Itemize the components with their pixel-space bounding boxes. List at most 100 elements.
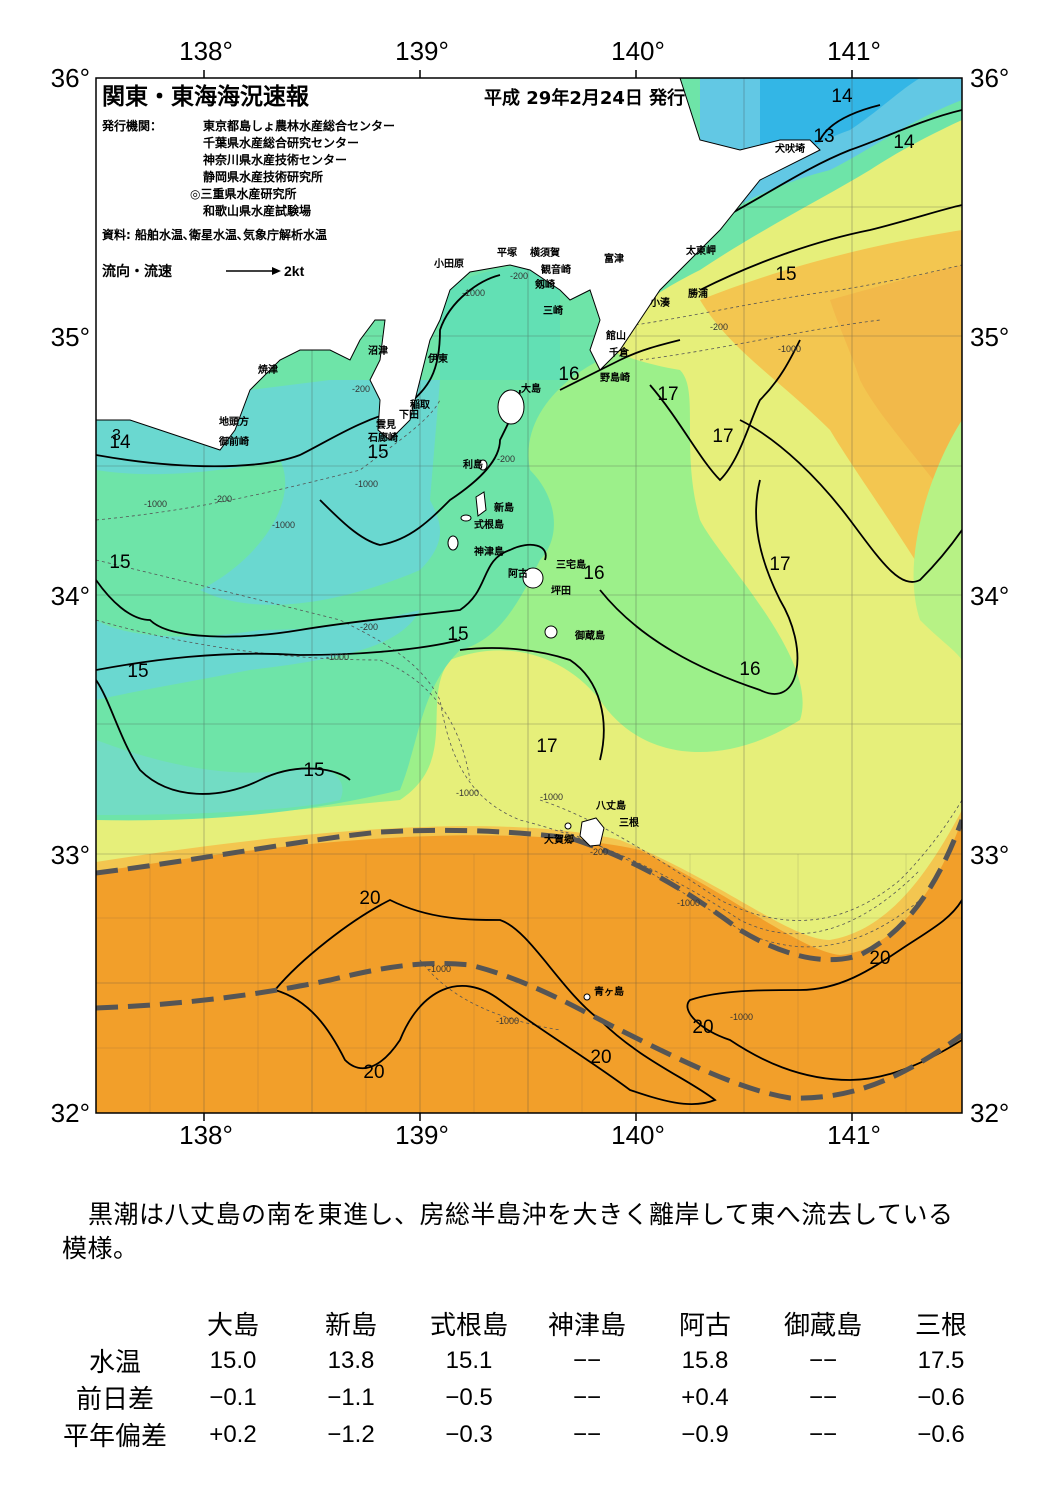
longitude-labels-top: 138° 139° 140° 141° — [179, 36, 881, 66]
isotherm-label: 17 — [536, 736, 557, 757]
summary-line-1: 黒潮は八丈島の南を東進し、房総半島沖を大きく離岸して東へ流去している — [88, 1200, 954, 1229]
lat-label: 35° — [970, 322, 1009, 352]
issuer-item: 静岡県水産技術研究所 — [203, 169, 323, 184]
place-name: 千倉 — [609, 346, 630, 359]
station-header: 神津島 — [547, 1311, 626, 1341]
row-label: 平年偏差 — [62, 1422, 167, 1452]
station-header: 御蔵島 — [783, 1311, 862, 1341]
table-row: 平年偏差 +0.2 −1.2 −0.3 −− −0.9 −− −0.6 — [56, 1416, 1000, 1453]
issuer-item: ◎三重県水産研究所 — [190, 186, 296, 201]
table-cell: 15.0 — [209, 1346, 257, 1374]
lat-label: 34° — [970, 581, 1009, 611]
depth-label: -200 — [510, 271, 528, 281]
place-name: 石廊崎 — [367, 431, 398, 444]
place-name: 三崎 — [543, 304, 563, 317]
place-name: 太東岬 — [685, 244, 716, 257]
depth-label: -200 — [214, 494, 232, 504]
depth-label: -200 — [710, 322, 728, 332]
isotherm-label: 15 — [109, 552, 130, 573]
flow-legend-label: 流向・流速 — [102, 263, 172, 280]
table-corner — [56, 1305, 174, 1342]
depth-label: -200 — [590, 847, 608, 857]
isotherm-label: 14 — [893, 132, 915, 153]
depth-label: -1000 — [428, 964, 451, 974]
row-label: 前日差 — [75, 1385, 154, 1415]
place-name: 大島 — [521, 382, 541, 395]
place-name: 横須賀 — [530, 246, 560, 259]
isotherm-label: 17 — [769, 554, 790, 575]
depth-label: -1000 — [540, 792, 563, 802]
issuer-item: 千葉県水産総合研究センター — [203, 135, 359, 150]
depth-label: -1000 — [144, 499, 167, 509]
table-cell: −0.6 — [917, 1383, 965, 1411]
summary-line-2: 模様。 — [62, 1234, 139, 1263]
place-name: 地頭方 — [219, 415, 249, 428]
table-cell: −0.1 — [209, 1383, 257, 1411]
table-cell: −0.5 — [445, 1383, 493, 1411]
kuroshio-axis — [96, 819, 962, 1101]
depth-label: -1000 — [496, 1016, 519, 1026]
isotherm-label: 20 — [869, 948, 890, 969]
table-cell: −− — [808, 1383, 838, 1411]
row-label: 水温 — [88, 1348, 141, 1378]
isotherm-label: 16 — [558, 364, 579, 385]
isotherm-label: 16 — [739, 659, 760, 680]
station-header: 新島 — [324, 1311, 377, 1341]
isotherm-label: 17 — [657, 384, 678, 405]
lon-label: 140° — [611, 36, 665, 66]
place-name: 雲見 — [376, 419, 396, 431]
table-cell: 15.1 — [445, 1346, 493, 1374]
lon-label: 141° — [827, 1120, 881, 1150]
place-name: 平塚 — [497, 246, 517, 259]
place-name: 式根島 — [474, 518, 504, 531]
isotherm-label: 20 — [692, 1017, 713, 1038]
isotherm-label: 20 — [590, 1047, 611, 1068]
place-name: 阿古 — [508, 567, 528, 580]
depth-label: -1000 — [272, 520, 295, 530]
lat-label: 32° — [970, 1098, 1009, 1128]
map-frame — [95, 77, 963, 1114]
isotherm-label: 15 — [367, 442, 388, 463]
place-name: 焼津 — [258, 363, 278, 376]
lon-label: 140° — [611, 1120, 665, 1150]
table-cell: +0.4 — [681, 1383, 729, 1411]
depth-label: -1000 — [730, 1012, 753, 1022]
latitude-labels-left: 36° 35° 34° 33° 32° — [51, 63, 90, 1128]
condition-summary: 黒潮は八丈島の南を東進し、房総半島沖を大きく離岸して東へ流去している 模様。 — [62, 1198, 1012, 1266]
place-name: 下田 — [399, 409, 419, 421]
lat-label: 34° — [51, 581, 90, 611]
table-cell: −0.6 — [917, 1420, 965, 1448]
table-cell: 13.8 — [327, 1346, 375, 1374]
depth-label: -1000 — [355, 479, 378, 489]
table-cell: −0.3 — [445, 1420, 493, 1448]
lon-label: 139° — [395, 1120, 449, 1150]
isotherm-label: 20 — [363, 1062, 384, 1083]
lat-label: 35° — [51, 322, 90, 352]
place-name: 小湊 — [649, 296, 671, 309]
lat-label: 36° — [51, 63, 90, 93]
isotherm-label-partial: 3 — [112, 427, 121, 444]
lat-label: 33° — [51, 840, 90, 870]
depth-label: -1000 — [677, 898, 700, 908]
isotherm-label: 14 — [831, 86, 853, 107]
data-sources: 資料: 船舶水温､衛星水温､気象庁解析水温 — [102, 227, 327, 242]
place-name: 青ヶ島 — [594, 985, 624, 998]
station-header: 三根 — [914, 1311, 967, 1341]
place-name: 勝浦 — [688, 287, 708, 300]
place-name: 犬吠埼 — [775, 142, 805, 155]
isotherm-label: 15 — [127, 661, 148, 682]
place-name: 館山 — [605, 329, 626, 342]
table-cell: −− — [808, 1420, 838, 1448]
latitude-labels-right: 36° 35° 34° 33° 32° — [970, 63, 1009, 1128]
depth-label: -1000 — [456, 788, 479, 798]
table-cell: −1.1 — [327, 1383, 375, 1411]
place-name: 沼津 — [368, 344, 388, 357]
isotherm-label: 15 — [775, 264, 796, 285]
depth-label: -200 — [352, 384, 370, 394]
land-masses — [96, 78, 821, 1001]
place-name: 神津島 — [474, 545, 504, 558]
place-names: 犬吠埼 太東岬 勝浦 小湊 富津 館山 千倉 野島崎 横須賀 観音崎 剱崎 三崎… — [218, 142, 805, 998]
place-name: 御蔵島 — [574, 629, 605, 642]
depth-label: -1000 — [778, 344, 801, 354]
table-cell: −− — [808, 1346, 838, 1374]
